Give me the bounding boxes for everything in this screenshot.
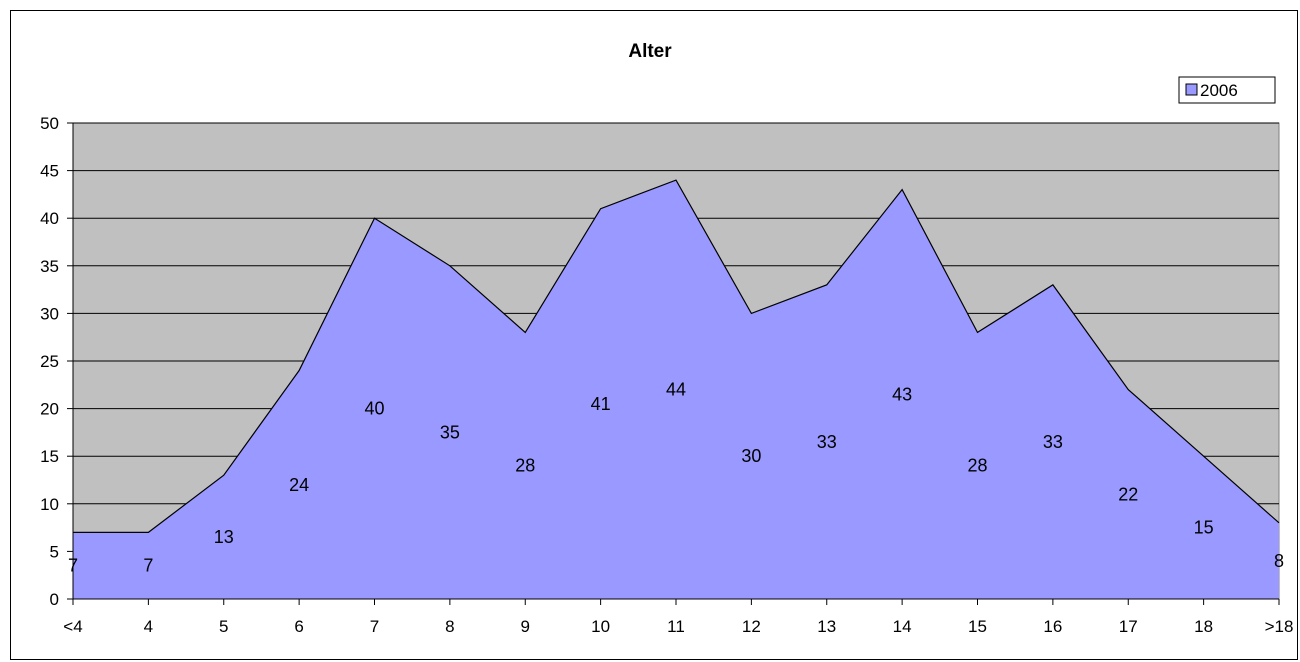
x-tick-label: 5 xyxy=(219,617,228,636)
y-tick-label: 25 xyxy=(40,352,59,371)
data-label: 13 xyxy=(214,527,234,547)
data-label: 30 xyxy=(741,446,761,466)
x-tick-label: 6 xyxy=(294,617,303,636)
x-tick-label: 17 xyxy=(1119,617,1138,636)
y-tick-label: 30 xyxy=(40,304,59,323)
x-tick-label: 4 xyxy=(144,617,153,636)
y-tick-label: 50 xyxy=(40,114,59,133)
x-tick-label: >18 xyxy=(1265,617,1294,636)
chart-title: Alter xyxy=(628,41,672,62)
x-tick-label: 16 xyxy=(1043,617,1062,636)
data-label: 8 xyxy=(1274,551,1284,571)
y-tick-label: 40 xyxy=(40,209,59,228)
legend-swatch xyxy=(1186,84,1197,95)
x-tick-label: 14 xyxy=(893,617,912,636)
y-tick-label: 45 xyxy=(40,162,59,181)
x-tick-label: 10 xyxy=(591,617,610,636)
data-label: 44 xyxy=(666,380,686,400)
data-label: 28 xyxy=(967,456,987,476)
data-label: 41 xyxy=(591,394,611,414)
x-tick-label: 15 xyxy=(968,617,987,636)
y-tick-label: 35 xyxy=(40,257,59,276)
legend: 2006 xyxy=(1179,77,1275,103)
y-tick-label: 5 xyxy=(50,542,59,561)
y-axis-tick-labels: 0 5 10 15 20 25 30 35 40 45 50 xyxy=(40,114,59,609)
data-label: 24 xyxy=(289,475,309,495)
x-tick-label: 13 xyxy=(817,617,836,636)
data-label: 33 xyxy=(1043,432,1063,452)
x-tick-label: 11 xyxy=(667,617,685,636)
data-label: 35 xyxy=(440,422,460,442)
data-label: 40 xyxy=(364,399,384,419)
legend-label: 2006 xyxy=(1200,81,1238,100)
x-tick-label: 18 xyxy=(1194,617,1213,636)
x-tick-label: 8 xyxy=(445,617,454,636)
y-tick-label: 0 xyxy=(50,590,59,609)
x-axis-tick-labels: <4 4 5 6 7 8 9 10 11 12 13 14 15 16 17 18 >18 xyxy=(63,617,1293,636)
data-label: 7 xyxy=(143,556,153,576)
data-label: 7 xyxy=(68,556,78,576)
x-tick-label: 9 xyxy=(521,617,530,636)
x-tick-label: 7 xyxy=(370,617,379,636)
data-label: 15 xyxy=(1194,518,1214,538)
data-label: 43 xyxy=(892,384,912,404)
data-label: 28 xyxy=(515,456,535,476)
y-tick-label: 15 xyxy=(40,447,59,466)
x-tick-label: 12 xyxy=(742,617,761,636)
data-label: 33 xyxy=(817,432,837,452)
x-tick-label: <4 xyxy=(63,617,82,636)
y-tick-label: 20 xyxy=(40,400,59,419)
data-label: 22 xyxy=(1118,484,1138,504)
y-tick-label: 10 xyxy=(40,495,59,514)
